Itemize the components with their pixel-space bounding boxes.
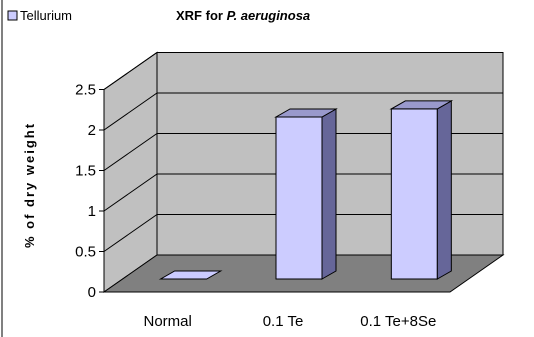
y-tick-label: 2 [88, 122, 96, 139]
chart-title: XRF for P. aeruginosa [176, 8, 310, 23]
y-tick-label: 0 [88, 284, 96, 301]
legend-swatch [7, 10, 18, 21]
bar-top [158, 270, 223, 280]
y-axis-label: % of dry weight [22, 122, 37, 248]
chart-title-text: XRF for P. aeruginosa [176, 8, 310, 23]
bar-side [321, 108, 337, 280]
gridline [103, 173, 503, 212]
plot-area: 0 0.5 1 1.5 2 2.5 Normal 0.1 Te 0.1 Te+8Se [75, 51, 505, 330]
y-tick-label: 1 [88, 203, 96, 220]
bar-side [436, 100, 452, 280]
legend-label: Tellurium [20, 8, 72, 23]
bar [275, 116, 323, 280]
x-tick-label: 0.1 Te+8Se [360, 313, 436, 330]
gridline [103, 92, 503, 131]
bar [390, 108, 438, 280]
bar-top [274, 108, 338, 118]
gridline [103, 133, 503, 171]
y-tick-label: 2.5 [75, 82, 96, 99]
chart-title-main: XRF for [176, 8, 223, 23]
legend: Tellurium [7, 8, 72, 23]
x-tick-label: 0.1 Te [263, 313, 304, 330]
gridline [103, 214, 503, 252]
x-tick-label: Normal [143, 313, 191, 330]
gridline [103, 52, 503, 90]
y-tick-label: 1.5 [75, 163, 96, 180]
bar-top [389, 100, 454, 110]
y-tick-label: 0.5 [75, 244, 96, 261]
chart-title-italic: P. aeruginosa [227, 8, 311, 23]
side-wall [103, 51, 158, 293]
